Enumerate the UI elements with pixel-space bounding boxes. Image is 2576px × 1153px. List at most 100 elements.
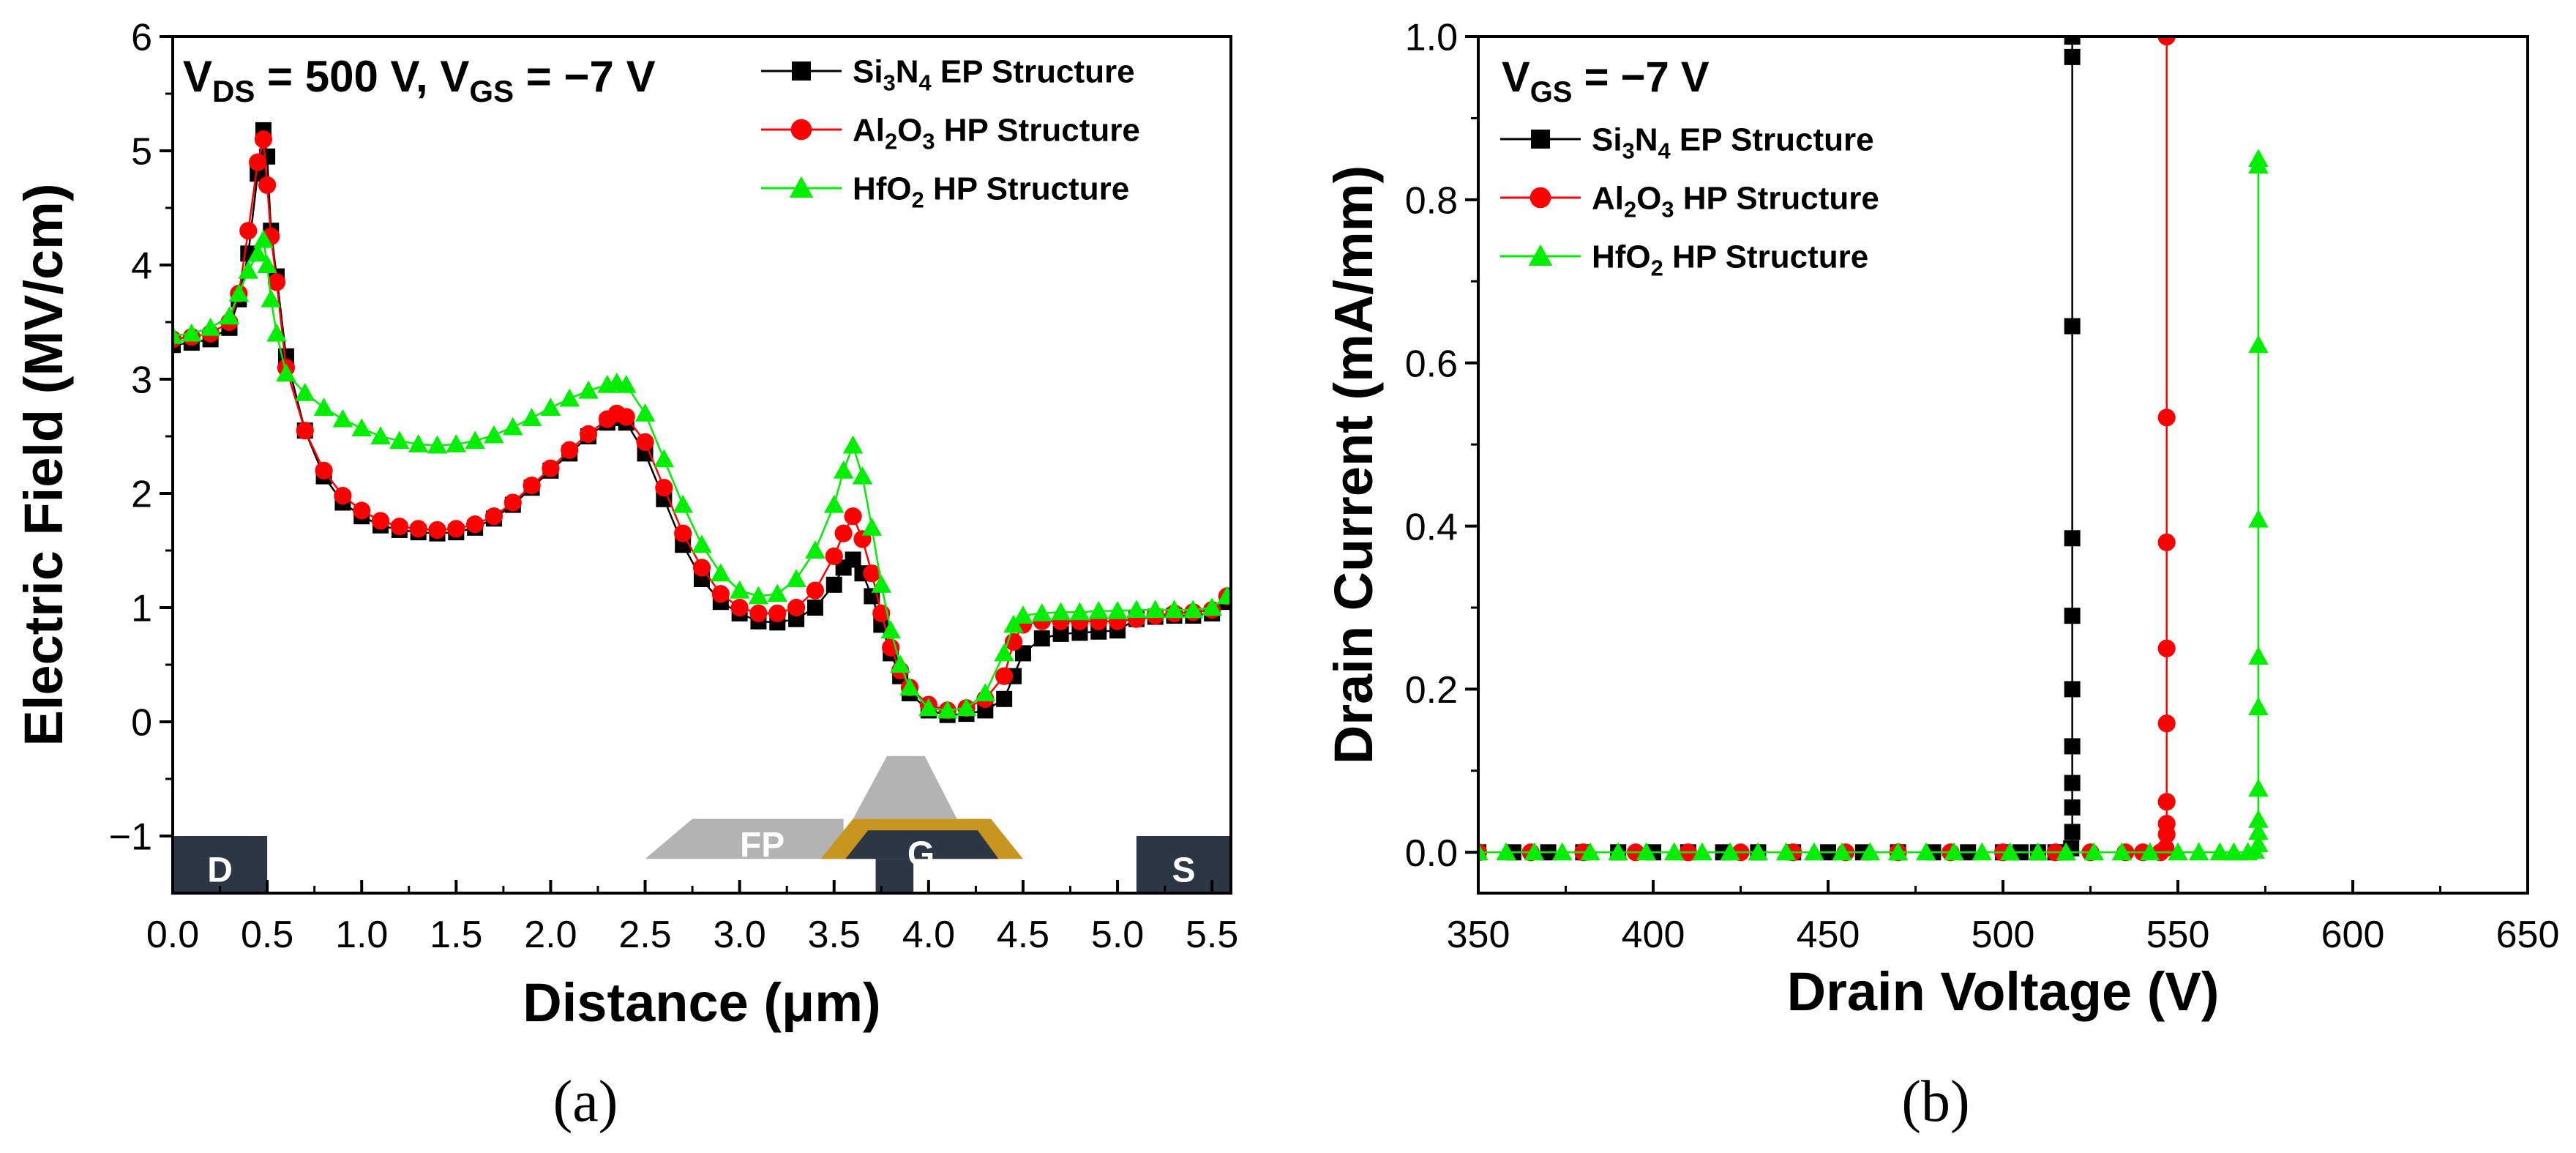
x-tick-label: 0.5 [241,914,293,956]
data-point [296,422,314,440]
data-point [466,515,484,534]
source-label: S [1172,851,1195,889]
data-point [729,580,750,599]
caption-b: (b) [1901,1070,1970,1134]
data-point [257,255,277,273]
x-tick-label: 600 [2321,914,2385,956]
data-point [2064,48,2081,65]
data-point [880,620,901,639]
drain-label: D [207,851,233,889]
data-point [503,493,522,512]
data-point [673,494,693,513]
data-point [899,677,920,696]
data-point [2083,842,2105,861]
data-point [711,585,730,603]
data-point [2248,834,2269,853]
x-tick-label: 650 [2496,914,2560,956]
data-point [749,604,768,622]
data-point [995,667,1014,685]
legend-label: Al2O3 HP Structure [853,112,1140,154]
legend-marker [792,61,811,81]
plot-frame-b [1477,35,2529,895]
data-point [1720,842,1740,861]
x-tick-label: 450 [1797,914,1860,956]
data-point [845,551,861,568]
data-point [1580,842,1600,861]
data-point [1478,842,1489,861]
data-point [1145,600,1166,619]
legend-label: Al2O3 HP Structure [1592,180,1879,222]
y-tick-label: 0.8 [1405,180,1458,223]
legend-b: Si3N4 EP Structure Al2O3 HP Structure HfO2… [1500,122,1879,280]
y-tick-label: 0.0 [1405,832,1458,875]
data-point [1944,842,1964,861]
data-point [2248,821,2269,840]
data-point [371,512,390,530]
data-point [390,518,408,536]
series-line [1478,37,2168,854]
data-point [1032,603,1052,622]
x-tick-label: 0.0 [146,914,199,956]
data-point [219,306,240,325]
chart-a: D FP G S 0.0 0.5 1.0 1.5 2.0 2.5 3.0 3.5 4.0 4.5 5.0 5… [13,17,1238,1033]
data-point [428,520,446,540]
field-plate-shape [645,818,844,859]
y-tick-label: 4 [131,245,152,288]
x-tick-label: 1.5 [430,914,482,956]
data-point [2064,608,2081,624]
y-tick-label: 0.6 [1405,343,1458,385]
series-triangle [173,229,1231,719]
x-tick-label: 350 [1447,914,1510,956]
data-point [956,698,977,717]
series-layer-a [173,122,1231,723]
y-tick-label: 5 [131,131,152,173]
data-point [238,261,259,279]
data-point [2157,639,2176,657]
x-tick-label: 5.0 [1091,914,1144,956]
data-point [2248,149,2269,168]
data-point [465,430,485,449]
data-point [1003,614,1024,633]
series-layer-b [1478,37,2269,862]
data-point [267,273,286,291]
data-point [2248,335,2269,354]
data-point [1804,842,1824,861]
data-point [334,487,352,505]
data-point [1608,842,1628,861]
data-point [833,460,854,479]
source-contact [1136,836,1231,893]
data-point [1013,605,1033,624]
data-point [2064,775,2081,791]
data-point [787,598,806,617]
data-point [1860,842,1881,861]
data-point [1916,842,1936,861]
data-point [1999,842,2021,861]
data-point [353,501,371,520]
data-point [768,604,787,622]
data-point [2064,738,2081,755]
data-point [1972,842,1993,861]
data-point [389,430,410,449]
data-point [351,418,372,437]
data-point [332,408,353,428]
data-point [258,176,277,194]
data-point [2209,842,2231,861]
data-point [634,403,656,422]
data-point [1524,842,1545,861]
data-point [239,222,258,240]
y-tick-label: 6 [131,17,152,59]
data-point [890,654,910,673]
x-axis-ticks-a: 0.0 0.5 1.0 1.5 2.0 2.5 3.0 3.5 4.0 4.5 5.0 5.5 [146,880,1238,956]
chart-b: 350 400 450 500 550 600 650 0.0 0.2 0.4 0.6 0.8 1.0… [1323,17,2559,1022]
data-point [2064,799,2081,816]
data-point [1088,600,1109,619]
data-point [654,449,675,468]
legend-marker [1530,187,1551,209]
legend-label: HfO2 HP Structure [1592,239,1868,280]
legend-marker [790,119,812,141]
x-tick-label: 3.5 [808,914,861,956]
data-point [2168,842,2188,861]
gate-shape [845,830,999,859]
annotation-b: VGS = −7 V [1502,53,1710,108]
data-point [540,398,561,416]
